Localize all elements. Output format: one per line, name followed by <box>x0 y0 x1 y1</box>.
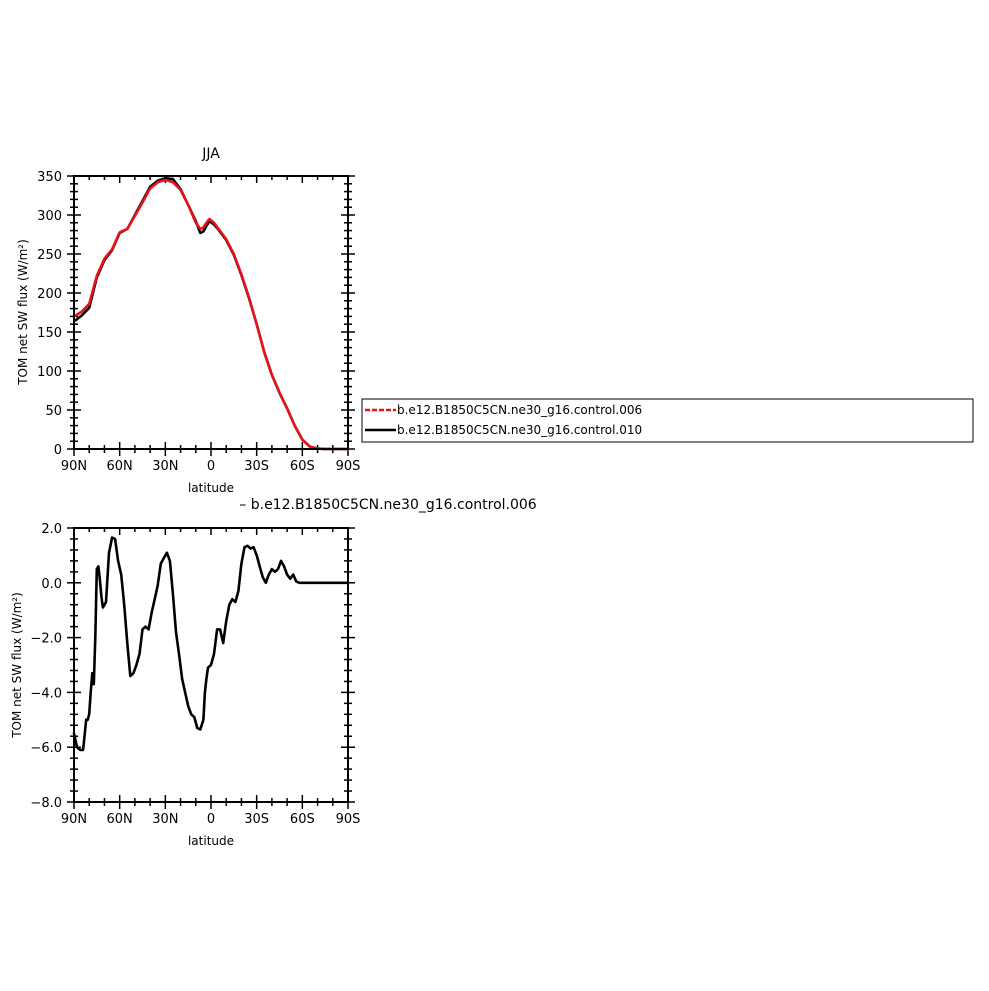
top-y-tick-label: 300 <box>37 209 62 224</box>
top-y-tick-label: 150 <box>37 326 62 341</box>
top-y-axis-title: TOM net SW flux (W/m²) <box>16 239 30 386</box>
bottom-x-tick-label: 60S <box>290 812 315 827</box>
top-ticks: 90N 60N 30N 0 30S 60S 90S 0 50 100 150 200 250 300 350 <box>37 170 360 474</box>
panel-bottom: – b.e12.B1850C5CN.ne30_g16.control.006 9… <box>10 497 537 848</box>
top-x-tick-label: 0 <box>207 459 215 474</box>
bottom-plot-frame <box>73 527 349 803</box>
top-series-line-0 <box>74 178 350 451</box>
panel-top: JJA 90N 60N 30N 0 30S 60S 90S 0 50 100 150 200 250 30… <box>16 146 360 495</box>
bottom-title: – b.e12.B1850C5CN.ne30_g16.control.006 <box>239 497 537 513</box>
bottom-x-tick-label: 30S <box>244 812 269 827</box>
top-plot-frame <box>73 175 349 450</box>
legend-label-010: b.e12.B1850C5CN.ne30_g16.control.010 <box>397 423 642 437</box>
bottom-y-tick-label: 2.0 <box>41 522 62 537</box>
bottom-x-tick-label: 60N <box>107 812 133 827</box>
legend: b.e12.B1850C5CN.ne30_g16.control.006 b.e… <box>361 398 974 443</box>
bottom-ticks: 90N 60N 30N 0 30S 60S 90S −8.0 −6.0 −4.0 −2.0 0.0 2.… <box>30 522 360 827</box>
bottom-series <box>72 536 350 752</box>
bottom-y-tick-label: −4.0 <box>30 686 62 701</box>
bottom-y-tick-label: −2.0 <box>30 632 62 647</box>
top-x-tick-label: 60S <box>290 459 315 474</box>
bottom-y-axis-title: TOM net SW flux (W/m²) <box>10 592 24 739</box>
top-title: JJA <box>201 146 220 162</box>
top-x-tick-label: 60N <box>107 459 133 474</box>
top-y-tick-label: 350 <box>37 170 62 185</box>
top-y-tick-label: 100 <box>37 365 62 380</box>
bottom-series-line-0 <box>72 536 350 752</box>
top-y-tick-label: 200 <box>37 287 62 302</box>
top-x-axis-title: latitude <box>188 481 234 495</box>
top-x-tick-label: 30N <box>152 459 178 474</box>
bottom-x-tick-label: 0 <box>207 812 215 827</box>
legend-label-006: b.e12.B1850C5CN.ne30_g16.control.006 <box>397 403 642 417</box>
legend-box <box>361 398 974 443</box>
bottom-x-axis-title: latitude <box>188 834 234 848</box>
bottom-x-tick-label: 90S <box>336 812 361 827</box>
top-y-tick-label: 50 <box>45 404 62 419</box>
top-series <box>74 177 350 451</box>
top-x-tick-label: 90S <box>336 459 361 474</box>
top-y-tick-label: 0 <box>54 443 62 458</box>
top-x-tick-label: 30S <box>244 459 269 474</box>
top-y-tick-label: 250 <box>37 248 62 263</box>
top-series-line-1 <box>74 177 350 451</box>
bottom-y-tick-label: −8.0 <box>30 796 62 811</box>
bottom-x-tick-label: 90N <box>61 812 87 827</box>
bottom-y-tick-label: 0.0 <box>41 577 62 592</box>
bottom-y-tick-label: −6.0 <box>30 741 62 756</box>
bottom-x-tick-label: 30N <box>152 812 178 827</box>
top-x-tick-label: 90N <box>61 459 87 474</box>
